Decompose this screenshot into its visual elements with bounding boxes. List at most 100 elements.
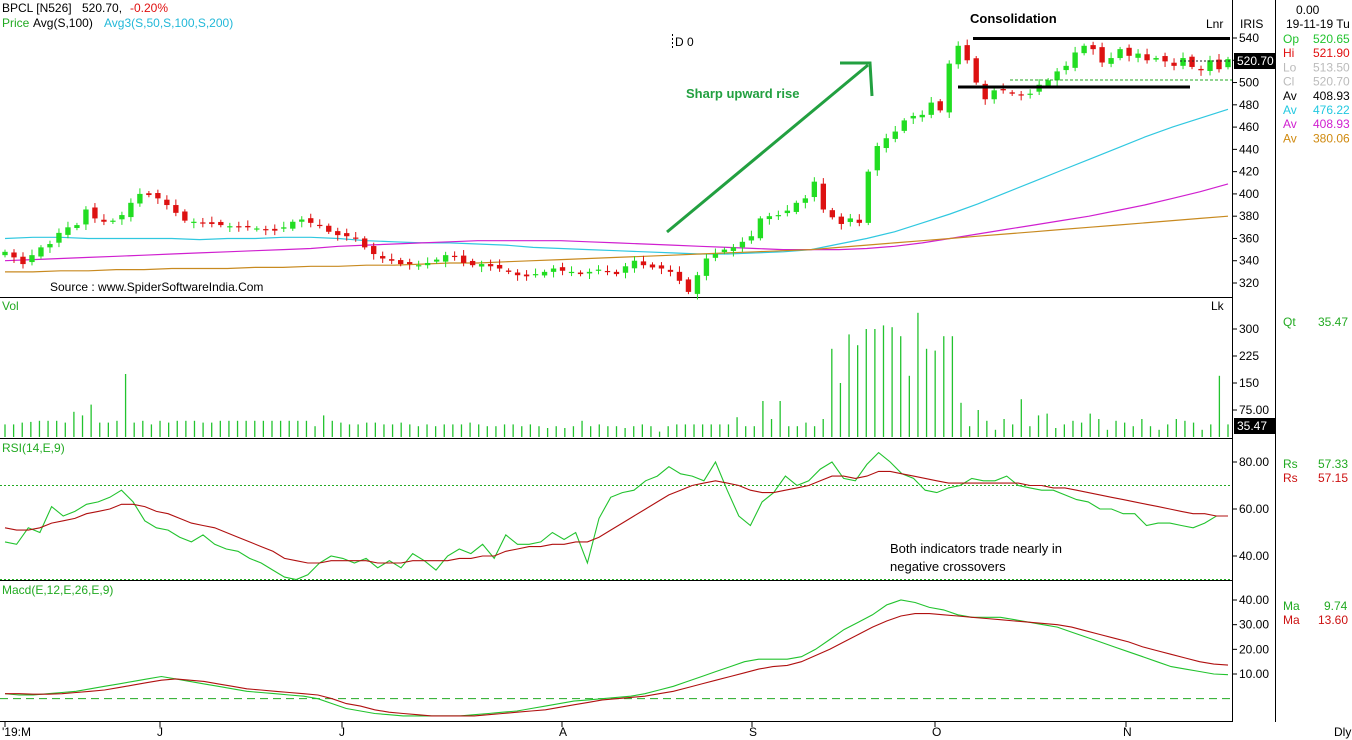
rsi-tick-label: 80.00	[1239, 455, 1269, 469]
candle	[1090, 41, 1096, 55]
candle	[1081, 43, 1087, 56]
candle	[101, 214, 107, 226]
source-label: Source : www.SpiderSoftwareIndia.Com	[50, 280, 263, 294]
price-tick-label: 440	[1239, 142, 1259, 156]
ohlc-label: Hi	[1283, 46, 1294, 60]
candle	[730, 244, 737, 257]
price-tick-label: 400	[1239, 187, 1259, 201]
candle	[964, 39, 970, 64]
indicators-note-line2: negative crossovers	[890, 559, 1006, 574]
last-price-tag: 520.70	[1237, 54, 1274, 68]
candle	[676, 266, 683, 285]
candle	[496, 259, 503, 272]
candle	[424, 257, 431, 269]
candle	[1054, 68, 1060, 86]
candle	[487, 259, 494, 271]
symbol-label: BPCL [N526]	[2, 1, 72, 15]
rsi-tick-label: 40.00	[1239, 549, 1269, 563]
ohlc-label: Lo	[1283, 60, 1297, 74]
candle	[415, 260, 422, 270]
candle	[505, 268, 512, 275]
candle	[371, 242, 377, 260]
candle	[1099, 42, 1105, 67]
price-tick-label: 340	[1239, 254, 1259, 268]
candle	[748, 230, 755, 244]
candle	[703, 254, 710, 281]
date-label: 19-11-19 Tu	[1286, 17, 1350, 31]
candle	[1018, 91, 1024, 101]
candle	[254, 226, 260, 232]
ohlc-label: Av	[1283, 131, 1297, 145]
macd-tick-label: 10.00	[1239, 667, 1269, 681]
macd-tick-label: 30.00	[1239, 618, 1269, 632]
candle	[20, 252, 26, 269]
candle	[595, 265, 602, 275]
x-tick-label: J	[157, 725, 163, 739]
candle	[344, 228, 350, 241]
rsi-label: RSI(14,E,9)	[2, 441, 65, 455]
candle	[478, 260, 485, 273]
candle	[1009, 90, 1015, 96]
lnr-label: Lnr	[1206, 17, 1223, 31]
panel-borders	[0, 0, 1276, 722]
candle	[406, 258, 413, 270]
vol-unit-label: Lk	[1211, 299, 1225, 313]
candle	[838, 213, 844, 230]
candle	[218, 219, 224, 228]
candle	[874, 142, 880, 176]
ohlc-label: Av	[1283, 117, 1297, 131]
macd-line	[5, 613, 1229, 717]
candle	[263, 225, 269, 236]
indicators-note-line1: Both indicators trade nearly in	[890, 541, 1062, 556]
candle	[541, 269, 548, 278]
vol-tick-label: 300	[1239, 322, 1259, 336]
candle	[451, 251, 458, 261]
candle	[757, 216, 764, 241]
candle	[523, 270, 530, 281]
candle	[308, 213, 314, 228]
candle	[1207, 55, 1213, 76]
vol-tick-label: 150	[1239, 376, 1259, 390]
ohlc-label: Op	[1283, 32, 1299, 46]
moving-average-line	[4, 183, 1229, 262]
candle	[586, 268, 593, 279]
vol-last-tag: 35.47	[1237, 419, 1267, 433]
candle	[919, 110, 925, 122]
macd-ma2-label: Ma	[1283, 613, 1300, 627]
candle	[847, 213, 853, 227]
rsi-line	[4, 451, 1228, 581]
candle	[299, 216, 305, 228]
candle	[469, 258, 476, 268]
candle	[910, 112, 916, 124]
vol-label: Vol	[2, 299, 19, 313]
qt-value: 35.47	[1318, 315, 1348, 329]
candle	[550, 265, 557, 278]
ohlc-value: 520.70	[1313, 75, 1350, 89]
candle	[793, 200, 800, 215]
price-tick-label: 320	[1239, 276, 1259, 290]
candle	[128, 198, 134, 222]
candle	[802, 195, 809, 209]
candle	[47, 240, 53, 253]
price-tick-label: 500	[1239, 76, 1259, 90]
moving-average-line	[5, 215, 1229, 273]
x-tick-label: J	[339, 725, 345, 739]
macd-label: Macd(E,12,E,26,E,9)	[2, 583, 113, 597]
candle	[227, 222, 233, 232]
vol-last-tag-bg	[1234, 418, 1276, 434]
rsi-line	[4, 470, 1228, 564]
candle	[658, 262, 665, 275]
candle	[1027, 89, 1033, 99]
candle	[11, 249, 17, 263]
candle	[775, 210, 782, 220]
candle	[433, 257, 440, 264]
candle	[577, 270, 584, 277]
candle	[622, 262, 629, 279]
last-price-tag-bg	[1234, 53, 1276, 69]
candle	[1117, 46, 1123, 61]
avg-label: Avg(S,100)	[33, 16, 93, 30]
x-tick-label: S	[749, 725, 757, 739]
candle	[973, 56, 979, 85]
candle	[191, 218, 197, 229]
price-tick-label: 540	[1239, 31, 1259, 45]
